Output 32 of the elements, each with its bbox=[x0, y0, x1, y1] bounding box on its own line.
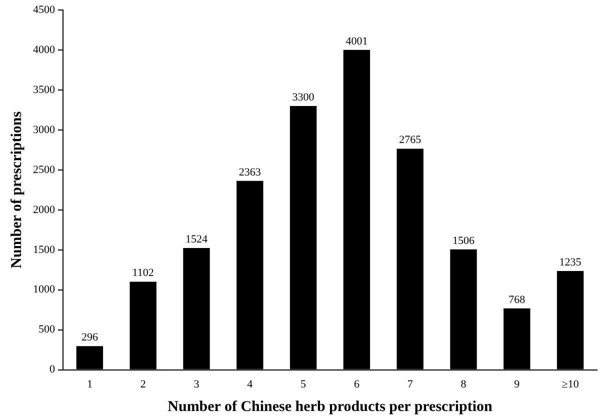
y-tick-label: 4000 bbox=[33, 44, 56, 56]
y-tick-label: 2500 bbox=[33, 164, 56, 176]
y-tick-label: 1000 bbox=[33, 284, 56, 296]
data-label: 1506 bbox=[452, 234, 475, 247]
x-tick-label: 1 bbox=[86, 378, 92, 390]
x-axis-title: Number of Chinese herb products per prescription bbox=[168, 398, 494, 415]
y-tick-label: 2000 bbox=[33, 204, 56, 216]
data-label: 1235 bbox=[559, 256, 582, 268]
y-tick-label: 3000 bbox=[33, 124, 56, 136]
y-tick-label: 3500 bbox=[33, 84, 56, 96]
data-label: 3300 bbox=[292, 91, 315, 104]
x-tick-label: 7 bbox=[407, 378, 414, 390]
x-tick-label: 8 bbox=[460, 378, 467, 390]
x-tick-label: 9 bbox=[514, 378, 520, 390]
x-tick-label: ≥10 bbox=[562, 378, 580, 390]
y-tick-label: 4500 bbox=[33, 4, 56, 16]
y-tick-label: 0 bbox=[50, 364, 56, 376]
x-tick-label: 4 bbox=[247, 378, 254, 390]
y-tick-label: 1500 bbox=[33, 244, 56, 256]
x-tick-label: 2 bbox=[140, 378, 146, 390]
x-tick-label: 5 bbox=[300, 378, 307, 390]
x-tick-label: 6 bbox=[354, 378, 360, 390]
data-label: 768 bbox=[508, 294, 526, 306]
data-label: 2765 bbox=[399, 134, 422, 146]
y-axis-title: Number of prescriptions bbox=[8, 111, 25, 268]
data-label: 1102 bbox=[132, 267, 154, 280]
data-label: 4001 bbox=[346, 35, 368, 48]
data-label: 1524 bbox=[186, 233, 208, 246]
data-label: 2363 bbox=[238, 166, 262, 178]
data-label: 296 bbox=[81, 332, 98, 344]
y-tick-label: 500 bbox=[38, 324, 56, 336]
x-tick-label: 3 bbox=[194, 378, 200, 390]
